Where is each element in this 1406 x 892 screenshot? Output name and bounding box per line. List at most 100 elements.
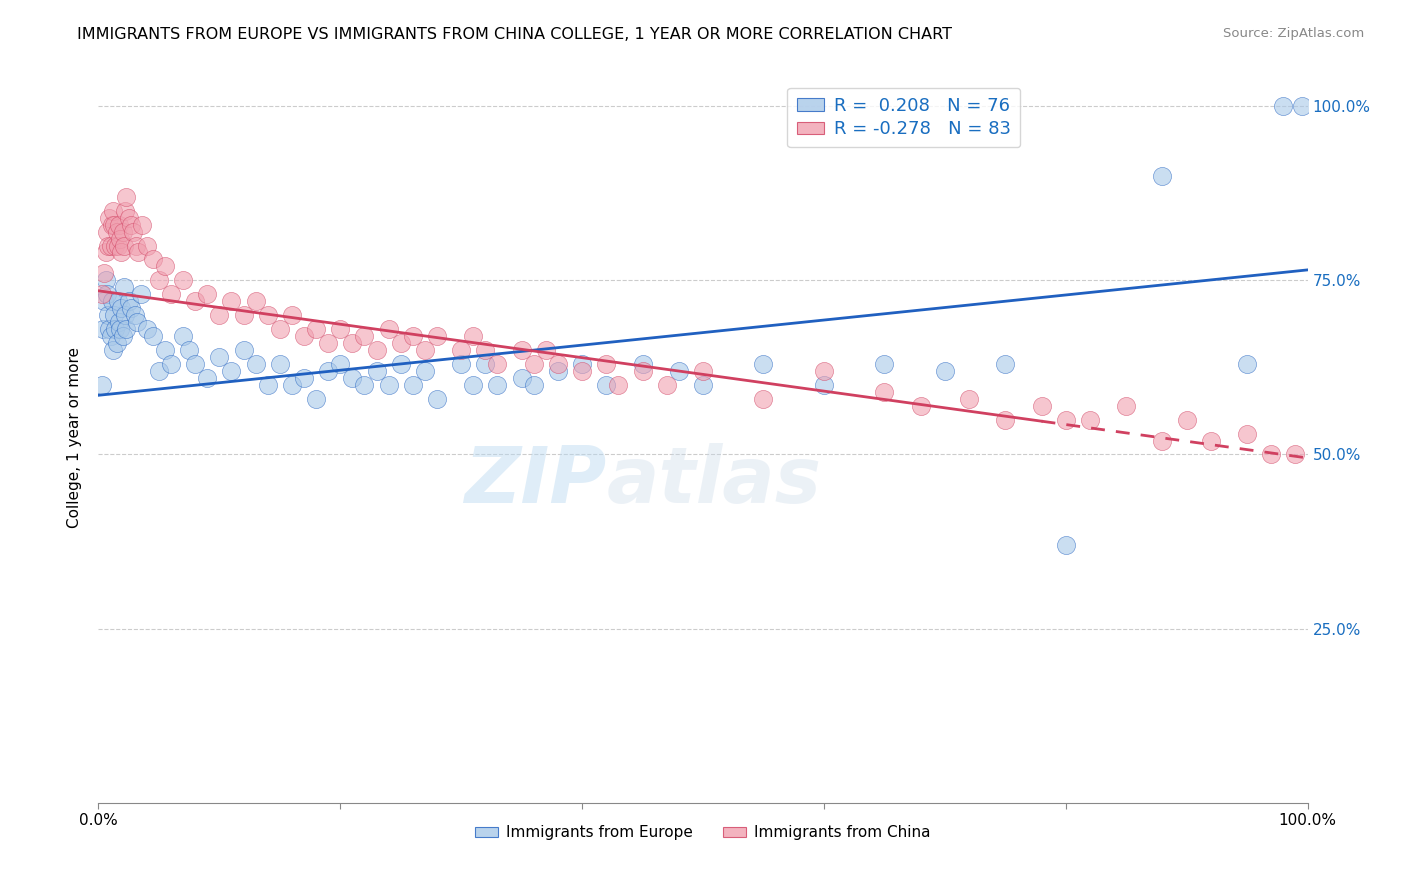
Point (269, 357, 291, 371)
Point (1152, 169, 1174, 183)
Point (450, 357, 472, 371)
Point (1175, 412, 1198, 426)
Point (91, 287, 114, 301)
Point (510, 343, 533, 357)
Text: Source: ZipAtlas.com: Source: ZipAtlas.com (1223, 27, 1364, 40)
Point (172, 329, 194, 343)
Point (115, 190, 138, 204)
Point (103, 218, 125, 232)
Point (131, 218, 153, 232)
Y-axis label: College, 1 year or more: College, 1 year or more (67, 347, 83, 527)
Point (957, 392, 980, 406)
Point (184, 294, 207, 309)
Point (256, 308, 278, 322)
Point (245, 294, 267, 309)
Point (232, 343, 254, 357)
Point (389, 336, 412, 351)
Point (1115, 399, 1137, 413)
Point (105, 336, 128, 351)
Point (523, 357, 546, 371)
Point (463, 329, 485, 343)
Point (813, 364, 835, 378)
Point (135, 322, 157, 336)
Point (93, 294, 115, 309)
Point (172, 273, 194, 287)
Point (752, 357, 775, 371)
Point (120, 218, 142, 232)
Point (342, 371, 364, 385)
Point (101, 343, 124, 357)
Point (110, 301, 132, 316)
Point (97, 238, 120, 252)
Point (377, 322, 399, 336)
Point (112, 280, 135, 294)
Point (108, 231, 131, 245)
Point (94, 273, 117, 287)
Point (111, 225, 134, 239)
Point (631, 364, 654, 378)
Point (96, 287, 118, 301)
Point (98, 322, 121, 336)
Point (1078, 412, 1101, 426)
Point (292, 371, 315, 385)
Point (1199, 434, 1222, 448)
Point (534, 343, 557, 357)
Point (631, 357, 654, 371)
Point (1236, 426, 1258, 441)
Point (118, 294, 141, 309)
Point (103, 308, 125, 322)
Point (245, 357, 267, 371)
Point (129, 287, 152, 301)
Point (1284, 448, 1306, 462)
Point (110, 245, 132, 260)
Point (281, 377, 304, 392)
Point (153, 260, 176, 274)
Point (607, 377, 630, 392)
Point (426, 329, 449, 343)
Point (104, 322, 127, 336)
Point (1152, 434, 1174, 448)
Point (148, 364, 170, 378)
Point (426, 392, 449, 406)
Text: IMMIGRANTS FROM EUROPE VS IMMIGRANTS FROM CHINA COLLEGE, 1 YEAR OR MORE CORRELAT: IMMIGRANTS FROM EUROPE VS IMMIGRANTS FRO… (77, 27, 952, 42)
Point (316, 364, 339, 378)
Point (269, 322, 291, 336)
Point (108, 218, 131, 232)
Point (114, 308, 136, 322)
Point (305, 392, 328, 406)
Point (292, 329, 315, 343)
Point (124, 308, 146, 322)
Point (98, 211, 121, 225)
Point (91, 377, 114, 392)
Point (994, 357, 1017, 371)
Point (101, 203, 124, 218)
Point (366, 364, 388, 378)
Point (221, 294, 243, 309)
Point (160, 357, 183, 371)
Point (1291, 99, 1313, 113)
Text: atlas: atlas (606, 443, 821, 519)
Point (571, 364, 593, 378)
Point (994, 412, 1017, 426)
Point (93, 266, 115, 280)
Point (450, 343, 472, 357)
Point (100, 329, 122, 343)
Point (353, 377, 375, 392)
Point (510, 371, 533, 385)
Point (1260, 448, 1282, 462)
Point (118, 211, 141, 225)
Point (934, 364, 956, 378)
Point (873, 384, 896, 399)
Point (107, 294, 129, 309)
Point (208, 308, 231, 322)
Point (474, 343, 496, 357)
Point (547, 357, 569, 371)
Point (208, 350, 231, 364)
Point (91, 322, 114, 336)
Point (111, 329, 134, 343)
Point (127, 315, 149, 329)
Point (571, 357, 593, 371)
Point (120, 301, 142, 316)
Point (486, 377, 509, 392)
Point (142, 252, 165, 267)
